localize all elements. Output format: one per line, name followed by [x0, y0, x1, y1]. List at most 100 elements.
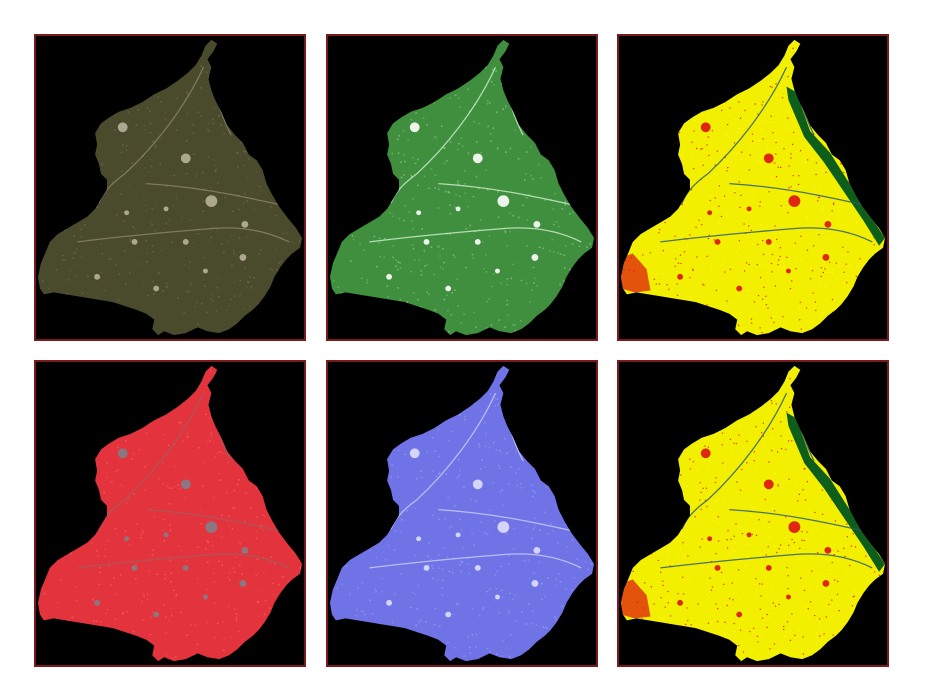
- urban-cluster: [531, 254, 539, 261]
- river-line: [729, 182, 880, 210]
- urban-cluster: [533, 547, 541, 554]
- region-shape: [329, 365, 595, 662]
- urban-cluster: [423, 564, 430, 571]
- urban-cluster: [707, 210, 713, 216]
- map-panel-blue: [326, 360, 598, 667]
- urban-cluster: [445, 611, 452, 618]
- region-shape: [620, 365, 886, 662]
- urban-cluster: [94, 599, 101, 606]
- river-line: [146, 182, 297, 210]
- river-line: [369, 553, 582, 569]
- forest-zone: [786, 86, 886, 246]
- river-line: [660, 227, 873, 243]
- river-line: [369, 227, 582, 243]
- urban-cluster: [163, 206, 169, 212]
- region-shape: [37, 39, 303, 336]
- urban-cluster: [746, 206, 752, 212]
- urban-cluster: [474, 564, 481, 571]
- urban-cluster: [386, 273, 393, 280]
- urban-cluster: [495, 594, 500, 600]
- urban-cluster: [241, 547, 249, 554]
- urban-cluster: [117, 122, 128, 133]
- urban-cluster: [416, 536, 422, 542]
- urban-cluster: [497, 521, 510, 533]
- urban-cluster: [131, 238, 138, 245]
- true-color-map: [37, 39, 303, 336]
- river-line: [77, 227, 290, 243]
- river-line: [729, 508, 880, 536]
- urban-cluster: [455, 206, 461, 212]
- urban-cluster: [677, 273, 684, 280]
- region-shape: [620, 39, 886, 336]
- urban-cluster: [472, 153, 483, 164]
- urban-cluster: [180, 479, 191, 490]
- map-panel-true-color: [34, 34, 306, 341]
- urban-cluster: [746, 532, 752, 538]
- urban-cluster: [203, 594, 208, 600]
- map-panel-false-color: [34, 360, 306, 667]
- blue-band-map: [329, 365, 595, 662]
- river-line: [660, 553, 873, 569]
- region-shape: [329, 39, 595, 336]
- classified-map-a: [620, 39, 886, 336]
- urban-cluster: [495, 268, 500, 274]
- urban-cluster: [182, 238, 189, 245]
- urban-cluster: [707, 536, 713, 542]
- urban-cluster: [824, 221, 832, 228]
- river-line: [146, 508, 297, 536]
- urban-cluster: [788, 195, 801, 207]
- region-shape: [37, 365, 303, 662]
- urban-cluster: [117, 448, 128, 459]
- urban-cluster: [714, 564, 721, 571]
- urban-cluster: [241, 221, 249, 228]
- urban-cluster: [124, 210, 130, 216]
- urban-cluster: [765, 564, 772, 571]
- urban-cluster: [205, 195, 218, 207]
- urban-cluster: [788, 521, 801, 533]
- urban-cluster: [423, 238, 430, 245]
- urban-cluster: [153, 285, 160, 292]
- urban-cluster: [239, 254, 247, 261]
- urban-cluster: [763, 479, 774, 490]
- urban-cluster: [714, 238, 721, 245]
- urban-cluster: [786, 594, 791, 600]
- urban-cluster: [763, 153, 774, 164]
- urban-cluster: [239, 580, 247, 587]
- urban-cluster: [531, 580, 539, 587]
- urban-cluster: [736, 611, 743, 618]
- urban-cluster: [153, 611, 160, 618]
- urban-cluster: [786, 268, 791, 274]
- urban-cluster: [203, 268, 208, 274]
- green-band-map: [329, 39, 595, 336]
- urban-cluster: [700, 448, 711, 459]
- urban-cluster: [180, 153, 191, 164]
- urban-cluster: [205, 521, 218, 533]
- urban-cluster: [497, 195, 510, 207]
- urban-cluster: [736, 285, 743, 292]
- urban-cluster: [822, 254, 830, 261]
- urban-cluster: [822, 580, 830, 587]
- urban-cluster: [124, 536, 130, 542]
- false-color-red-map: [37, 365, 303, 662]
- urban-cluster: [94, 273, 101, 280]
- river-line: [438, 182, 589, 210]
- urban-cluster: [700, 122, 711, 133]
- urban-cluster: [416, 210, 422, 216]
- urban-cluster: [474, 238, 481, 245]
- river-line: [438, 508, 589, 536]
- classified-map-b: [620, 365, 886, 662]
- urban-cluster: [677, 599, 684, 606]
- map-panel-classified-b: [617, 360, 889, 667]
- urban-cluster: [409, 122, 420, 133]
- urban-cluster: [131, 564, 138, 571]
- urban-cluster: [824, 547, 832, 554]
- urban-cluster: [533, 221, 541, 228]
- urban-cluster: [409, 448, 420, 459]
- urban-cluster: [386, 599, 393, 606]
- urban-cluster: [445, 285, 452, 292]
- urban-cluster: [455, 532, 461, 538]
- urban-cluster: [765, 238, 772, 245]
- map-panel-classified-a: [617, 34, 889, 341]
- river-line: [77, 553, 290, 569]
- urban-cluster: [182, 564, 189, 571]
